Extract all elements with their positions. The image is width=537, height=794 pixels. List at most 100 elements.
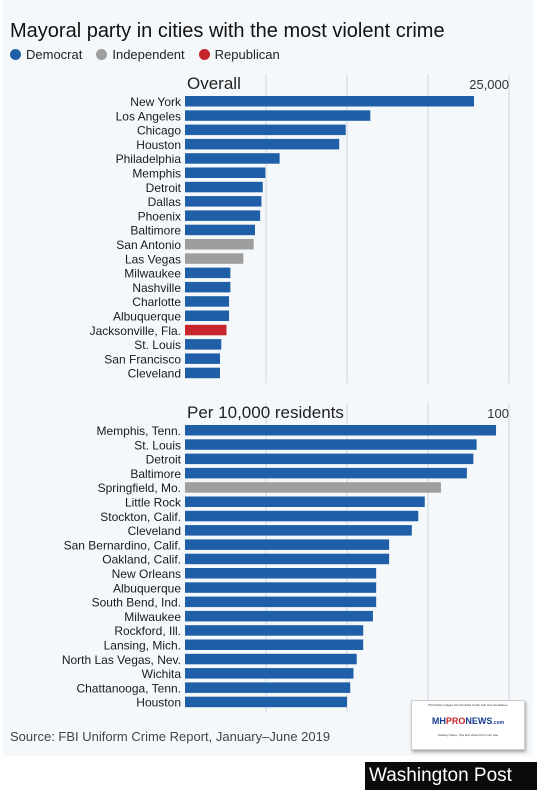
category-label-2-detroit: Detroit: [146, 453, 182, 467]
watermark-top-text: Third Party Images Are Provided Under Fa…: [427, 703, 509, 707]
logo-mh: MH: [431, 716, 446, 726]
bar-2-stockton-calif: [185, 510, 419, 522]
bar-1-philadelphia: [185, 153, 280, 164]
category-label-2-st-louis: St. Louis: [134, 438, 181, 452]
category-label-1-cleveland: Cleveland: [128, 367, 181, 381]
category-label-2-springfield-mo: Springfield, Mo.: [98, 481, 181, 495]
bar-1-albuquerque: [185, 310, 230, 321]
bar-1-houston: [185, 138, 340, 150]
bar-2-wichita: [185, 668, 354, 679]
category-label-1-milwaukee: Milwaukee: [124, 267, 181, 281]
legend-swatch-democrat: [10, 49, 21, 60]
bar-1-san-antonio: [185, 239, 254, 250]
bar-1-detroit: [185, 181, 263, 193]
bar-2-albuquerque: [185, 582, 377, 593]
category-label-2-stockton-calif: Stockton, Calif.: [100, 510, 181, 524]
category-label-1-san-antonio: San Antonio: [116, 238, 181, 252]
category-label-1-detroit: Detroit: [146, 181, 182, 195]
category-label-1-los-angeles: Los Angeles: [116, 109, 181, 123]
category-label-2-san-bernardino-calif: San Bernardino, Calif.: [64, 538, 181, 552]
bar-2-detroit: [185, 453, 474, 465]
category-label-2-wichita: Wichita: [142, 667, 182, 681]
category-label-2-milwaukee: Milwaukee: [124, 610, 181, 624]
category-label-2-oakland-calif: Oakland, Calif.: [102, 553, 181, 567]
legend-item-republican: Republican: [198, 47, 280, 62]
category-label-2-houston: Houston: [136, 696, 181, 710]
category-label-1-jacksonville-fla: Jacksonville, Fla.: [90, 324, 181, 338]
legend-item-democrat: Democrat: [10, 47, 82, 62]
category-label-1-chicago: Chicago: [137, 124, 181, 138]
bar-2-san-bernardino-calif: [185, 539, 390, 550]
category-label-2-rockford-ill: Rockford, Ill.: [114, 624, 181, 638]
category-label-1-philadelphia: Philadelphia: [116, 152, 182, 166]
logo-news: NEWS: [465, 716, 493, 726]
bar-1-cleveland: [185, 367, 220, 379]
category-label-1-charlotte: Charlotte: [132, 295, 181, 309]
bar-2-oakland-calif: [185, 553, 390, 565]
watermark-logo: MHPRONEWS.com: [412, 716, 524, 726]
category-label-2-lansing-mich: Lansing, Mich.: [104, 639, 181, 653]
bar-2-new-orleans: [185, 568, 377, 579]
category-label-1-baltimore: Baltimore: [130, 224, 181, 238]
category-label-1-albuquerque: Albuquerque: [113, 310, 181, 324]
watermark-bottom-text: Industry News, Tips and Views Pros Can U…: [437, 733, 499, 737]
publisher-credit: Washington Post: [365, 762, 537, 790]
legend-label-republican: Republican: [214, 47, 280, 62]
bar-1-las-vegas: [185, 253, 244, 264]
category-label-1-san-francisco: San Francisco: [104, 352, 181, 366]
category-label-1-las-vegas: Las Vegas: [125, 252, 181, 266]
category-label-2-albuquerque: Albuquerque: [113, 581, 181, 595]
bar-1-charlotte: [185, 296, 230, 307]
category-label-2-memphis-tenn: Memphis, Tenn.: [97, 424, 182, 438]
bar-2-baltimore: [185, 467, 467, 479]
bar-2-cleveland: [185, 525, 412, 536]
category-label-2-new-orleans: New Orleans: [112, 567, 181, 581]
category-label-2-chattanooga-tenn: Chattanooga, Tenn.: [76, 681, 181, 695]
legend-swatch-independent: [96, 49, 108, 60]
bar-2-lansing-mich: [185, 639, 364, 650]
bar-1-chicago: [185, 124, 346, 136]
bar-1-st-louis: [185, 339, 222, 350]
source-note: Source: FBI Uniform Crime Report, Januar…: [10, 729, 331, 744]
logo-pro: PRO: [445, 716, 466, 726]
category-label-2-cleveland: Cleveland: [128, 524, 181, 538]
bar-2-memphis-tenn: [185, 425, 497, 436]
bar-2-st-louis: [185, 439, 477, 450]
bar-2-little-rock: [185, 496, 425, 507]
legend-item-independent: Independent: [96, 47, 185, 62]
axis-max-label-1: 25,000: [469, 77, 509, 92]
bar-1-san-francisco: [185, 353, 220, 364]
bar-1-memphis: [185, 167, 266, 178]
category-label-2-little-rock: Little Rock: [125, 496, 182, 510]
category-label-2-baltimore: Baltimore: [130, 467, 181, 481]
logo-suffix: .com: [492, 720, 505, 726]
bar-1-milwaukee: [185, 267, 231, 279]
bar-2-rockford-ill: [185, 625, 364, 636]
category-label-1-phoenix: Phoenix: [138, 209, 181, 223]
bar-2-north-las-vegas-nev: [185, 653, 357, 665]
bar-2-houston: [185, 696, 347, 708]
watermark-badge: Third Party Images Are Provided Under Fa…: [411, 700, 525, 750]
legend: Democrat Independent Republican: [10, 47, 294, 62]
bar-1-baltimore: [185, 224, 255, 236]
category-label-1-dallas: Dallas: [148, 195, 181, 209]
chart-title: Mayoral party in cities with the most vi…: [10, 20, 445, 42]
category-label-2-south-bend-ind: South Bend, Ind.: [92, 596, 181, 610]
bar-1-nashville: [185, 281, 231, 293]
bar-1-jacksonville-fla: [185, 324, 227, 336]
bar-1-los-angeles: [185, 110, 371, 121]
category-label-1-st-louis: St. Louis: [134, 338, 181, 352]
bar-1-phoenix: [185, 210, 261, 221]
bar-1-dallas: [185, 196, 262, 207]
bar-2-chattanooga-tenn: [185, 682, 351, 693]
bar-2-springfield-mo: [185, 482, 441, 493]
bar-2-south-bend-ind: [185, 596, 377, 608]
legend-label-democrat: Democrat: [26, 47, 83, 62]
panel-title-1: Overall: [187, 74, 241, 93]
category-label-1-nashville: Nashville: [132, 281, 181, 295]
legend-label-independent: Independent: [112, 47, 185, 62]
axis-max-label-2: 100: [487, 406, 509, 421]
bar-1-new-york: [185, 96, 475, 107]
legend-swatch-republican: [198, 49, 210, 60]
